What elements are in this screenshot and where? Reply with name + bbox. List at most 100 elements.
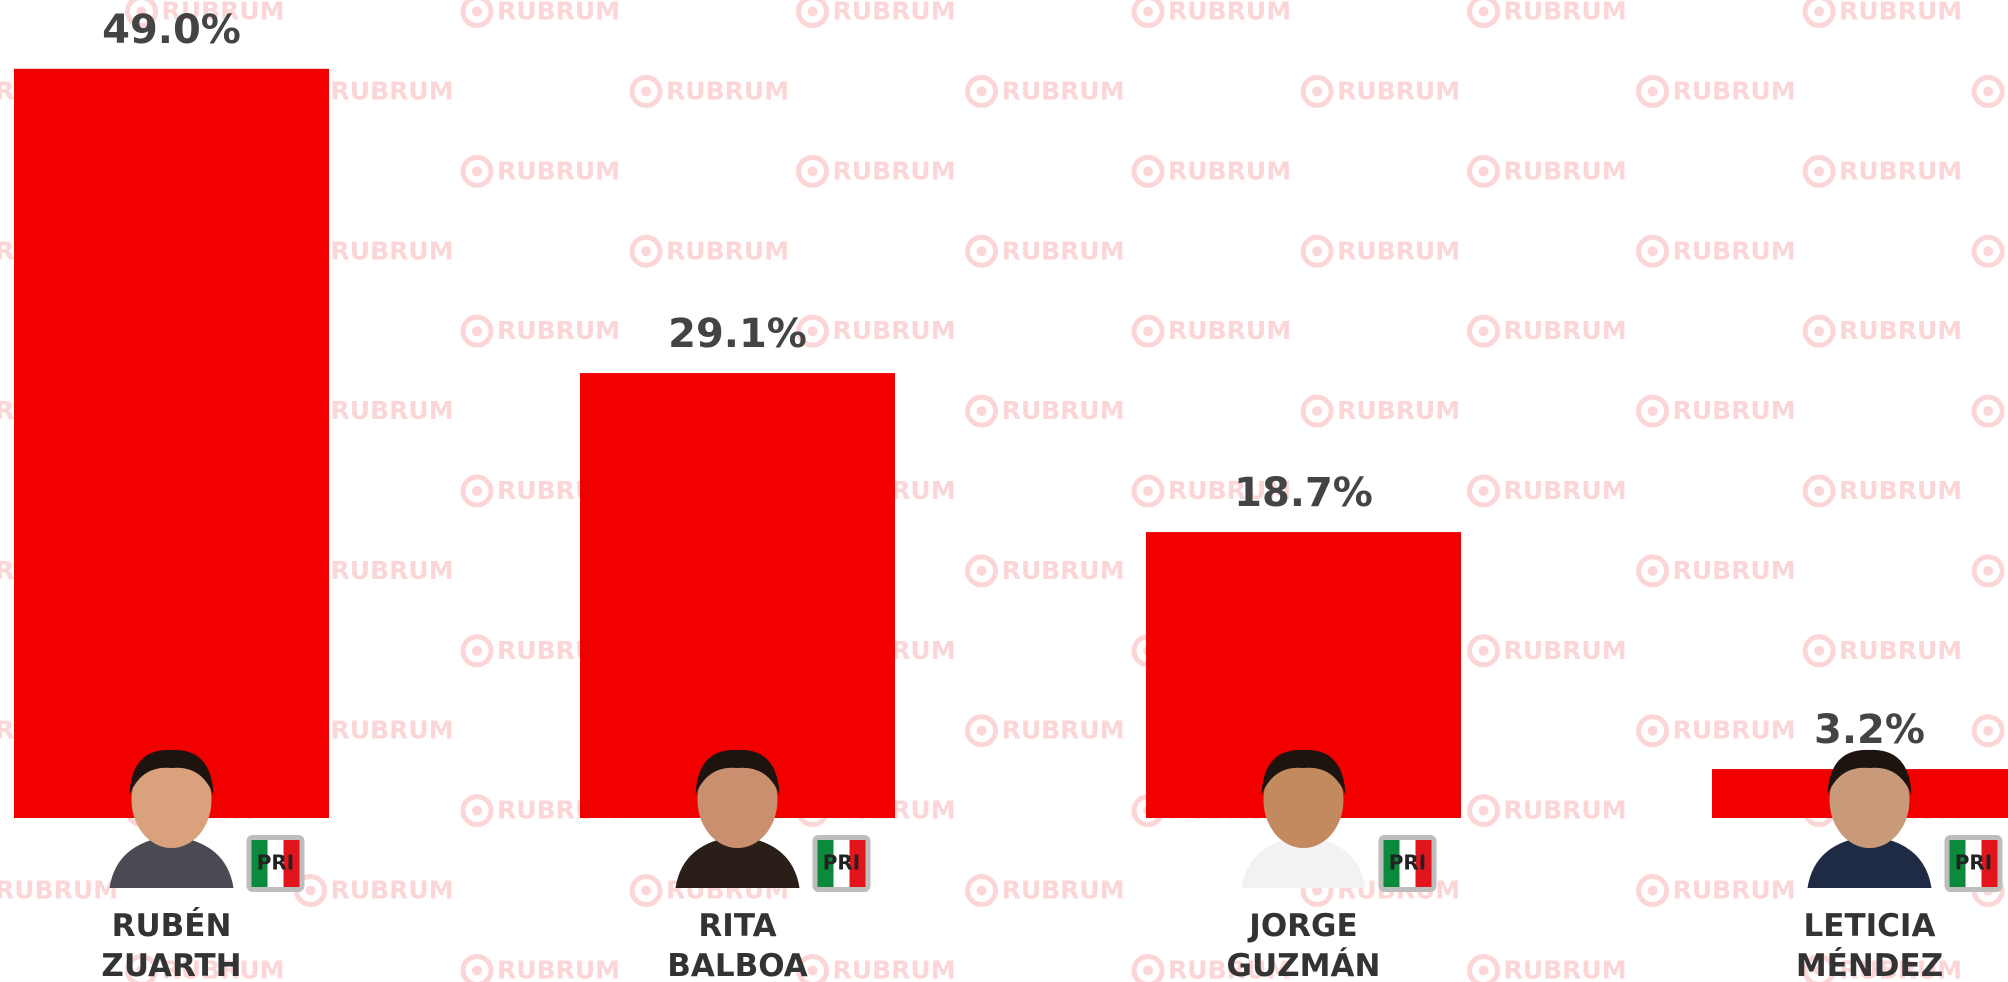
watermark: RUBRUM <box>460 0 620 29</box>
watermark-icon-dot <box>976 565 987 576</box>
watermark: RUBRUM <box>1300 234 1460 268</box>
candidate-photo <box>1807 749 1932 888</box>
watermark: RUBRUM <box>1971 554 2005 588</box>
watermark-icon-dot <box>472 166 483 177</box>
photo-hair <box>129 749 214 795</box>
watermark: RUBRUM <box>1131 953 1291 982</box>
photo-head <box>1829 752 1910 848</box>
watermark: RUBRUM <box>1802 154 1962 188</box>
watermark-icon <box>1636 714 1670 748</box>
watermark-icon <box>1636 394 1670 428</box>
logo-white <box>833 840 850 887</box>
watermark-icon-dot <box>1478 326 1489 337</box>
watermark: RUBRUM <box>1131 474 1291 508</box>
candidate-photo <box>109 749 234 888</box>
watermark-icon-dot <box>1647 725 1658 736</box>
watermark-icon <box>460 0 494 29</box>
watermark-text: RUBRUM <box>666 76 789 105</box>
watermark: RUBRUM <box>965 554 1125 588</box>
watermark-icon <box>965 74 999 108</box>
logo-text: PRI <box>823 851 861 875</box>
watermark-icon-dot <box>472 326 483 337</box>
plot: 49.0% PRI RUBÉN ZUARTH 29.1% PRI RITA BALBOA 18.… <box>14 7 2008 982</box>
watermark-text: RUBRUM <box>162 0 285 26</box>
watermark-icon <box>1802 314 1836 348</box>
watermark-icon-dot <box>1143 965 1154 976</box>
watermark-icon-dot <box>1478 805 1489 816</box>
watermark-text: RUBRUM <box>1839 0 1962 26</box>
watermark-icon-dot <box>1312 86 1323 97</box>
watermark-text: RUBRUM <box>1504 316 1627 345</box>
logo-text: PRI <box>1389 851 1427 875</box>
watermark-icon-dot <box>1814 6 1825 17</box>
bar <box>14 68 329 819</box>
watermark-text: RUBRUM <box>833 955 956 982</box>
watermark-icon <box>1131 953 1165 982</box>
watermark-icon <box>1802 953 1836 982</box>
party-logo: PRI <box>812 835 871 892</box>
watermark-icon <box>1467 794 1501 828</box>
watermark-icon <box>965 874 999 908</box>
watermark-icon-dot <box>1983 86 1994 97</box>
watermark: RUBRUM <box>965 394 1125 428</box>
x-tick-label: LETICIA MÉNDEZ <box>1796 908 1943 982</box>
watermark-icon <box>796 953 830 982</box>
watermark-icon <box>1300 234 1334 268</box>
watermark-text: RUBRUM <box>497 156 620 185</box>
watermark-icon-dot <box>1647 885 1658 896</box>
watermark-icon-dot <box>641 246 652 257</box>
watermark: RUBRUM <box>460 314 620 348</box>
watermark-icon-dot <box>807 965 818 976</box>
watermark-text: RUBRUM <box>162 955 285 982</box>
watermark-text: RUBRUM <box>666 236 789 265</box>
watermark-icon-dot <box>1814 166 1825 177</box>
watermark-icon <box>1971 554 2005 588</box>
value-label: 29.1% <box>668 311 807 357</box>
watermark-icon <box>1971 74 2005 108</box>
bar <box>580 373 895 818</box>
watermark-text: RUBRUM <box>1673 716 1796 745</box>
watermark: RUBRUM <box>125 0 285 29</box>
watermark-icon <box>965 394 999 428</box>
value-label: 18.7% <box>1234 470 1373 516</box>
watermark: RUBRUM <box>965 874 1125 908</box>
watermark: RUBRUM <box>965 74 1125 108</box>
watermark: RUBRUM <box>1971 74 2005 108</box>
candidate-photo <box>1241 749 1366 888</box>
watermark-icon-dot <box>976 725 987 736</box>
photo-hair <box>695 749 780 795</box>
watermark-icon-dot <box>1143 326 1154 337</box>
watermark-icon <box>965 234 999 268</box>
watermark: RUBRUM <box>796 0 956 29</box>
watermark-text: RUBRUM <box>331 76 454 105</box>
party-logo: PRI <box>1378 835 1437 892</box>
watermark-text: RUBRUM <box>1673 236 1796 265</box>
watermark-icon-dot <box>472 805 483 816</box>
watermark-icon-dot <box>807 6 818 17</box>
watermark: RUBRUM <box>1802 0 1962 29</box>
watermark: RUBRUM <box>629 234 789 268</box>
watermark-text: RUBRUM <box>833 0 956 26</box>
watermark: RUBRUM <box>1971 714 2005 748</box>
watermark: RUBRUM <box>1636 234 1796 268</box>
watermark-text: RUBRUM <box>497 955 620 982</box>
watermark-text: RUBRUM <box>1168 316 1291 345</box>
watermark: RUBRUM <box>1971 234 2005 268</box>
watermark-icon-dot <box>472 965 483 976</box>
watermark-text: RUBRUM <box>331 396 454 425</box>
watermark-icon <box>460 474 494 508</box>
watermark: RUBRUM <box>1636 714 1796 748</box>
watermark-text: RUBRUM <box>1504 156 1627 185</box>
value-label: 49.0% <box>102 7 241 53</box>
party-logo: PRI <box>1944 835 2003 892</box>
watermark-icon-dot <box>1983 406 1994 417</box>
watermark-icon-dot <box>1312 246 1323 257</box>
watermark: RUBRUM <box>1802 953 1962 982</box>
watermark-icon-dot <box>1814 645 1825 656</box>
x-tick-label: RITA BALBOA <box>667 908 808 982</box>
watermark-icon <box>1636 234 1670 268</box>
watermark: RUBRUM <box>1802 314 1962 348</box>
watermark: RUBRUM <box>965 714 1125 748</box>
watermark: RUBRUM <box>460 953 620 982</box>
watermark: RUBRUM <box>1300 74 1460 108</box>
